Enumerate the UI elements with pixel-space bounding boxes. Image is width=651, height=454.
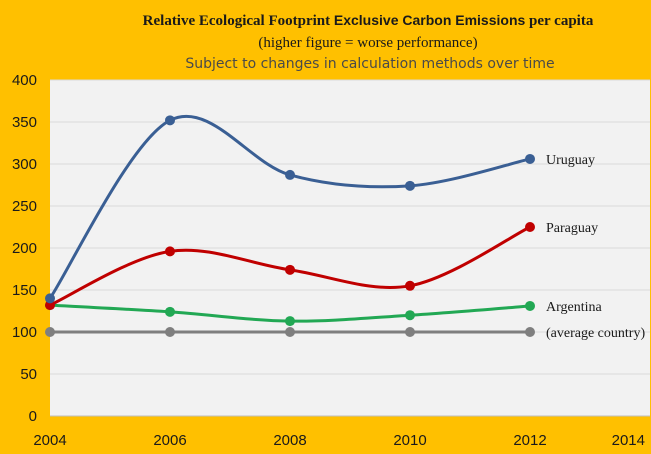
series-line-uruguay bbox=[48, 114, 532, 300]
chart-subtitle: (higher figure = worse performance) bbox=[258, 35, 477, 51]
data-point-average-country bbox=[45, 327, 55, 337]
data-point-average-country bbox=[285, 327, 295, 337]
x-tick-label: 2014 bbox=[612, 432, 645, 449]
title-part-3: per capita bbox=[525, 13, 594, 29]
x-tick-label: 2004 bbox=[33, 432, 66, 449]
y-tick-label: 300 bbox=[12, 156, 37, 173]
y-tick-label: 350 bbox=[12, 114, 37, 131]
data-point-paraguay bbox=[165, 246, 175, 257]
x-tick-label: 2012 bbox=[513, 432, 546, 449]
data-point-average-country bbox=[165, 327, 175, 337]
y-tick-label: 250 bbox=[12, 198, 37, 215]
y-tick-label: 150 bbox=[12, 282, 37, 299]
chart-note: Subject to changes in calculation method… bbox=[185, 56, 554, 72]
data-point-paraguay bbox=[285, 264, 295, 275]
y-tick-label: 200 bbox=[12, 240, 37, 257]
data-point-argentina bbox=[165, 306, 175, 317]
data-point-average-country bbox=[405, 327, 415, 337]
data-point-paraguay bbox=[405, 280, 415, 291]
x-tick-label: 2006 bbox=[153, 432, 186, 449]
data-point-uruguay bbox=[165, 115, 175, 126]
data-point-paraguay bbox=[525, 222, 535, 232]
data-point-argentina bbox=[285, 316, 295, 327]
y-tick-label: 100 bbox=[12, 324, 37, 341]
series-layer bbox=[45, 114, 535, 337]
data-point-uruguay bbox=[45, 293, 55, 304]
x-axis-ticks: 2004 2006 2008 2010 2012 2014 bbox=[33, 415, 650, 449]
y-tick-label: 400 bbox=[12, 72, 37, 89]
series-label-paraguay: Paraguay bbox=[546, 221, 598, 236]
title-part-2: Exclusive Carbon Emissions bbox=[334, 12, 526, 28]
y-tick-label: 50 bbox=[20, 366, 37, 383]
title-part-1: Relative Ecological Footprint bbox=[143, 13, 334, 29]
chart-title: Relative Ecological Footprint Exclusive … bbox=[143, 12, 594, 29]
series-label-uruguay: Uruguay bbox=[546, 153, 595, 168]
series-label-argentina: Argentina bbox=[546, 300, 603, 315]
data-point-average-country bbox=[525, 327, 535, 337]
series-label-average-country: (average country) bbox=[546, 326, 645, 341]
series-labels: (average country) Argentina Paraguay Urugua… bbox=[546, 153, 645, 341]
x-tick-label: 2008 bbox=[273, 432, 306, 449]
y-axis-ticks: 0 50 100 150 200 250 300 350 400 bbox=[12, 72, 37, 425]
data-point-uruguay bbox=[405, 180, 415, 191]
x-tick-label: 2010 bbox=[393, 432, 426, 449]
data-point-argentina bbox=[525, 300, 535, 311]
data-point-uruguay bbox=[285, 169, 295, 180]
data-point-argentina bbox=[405, 310, 415, 321]
data-point-uruguay bbox=[525, 153, 535, 164]
y-tick-label: 0 bbox=[29, 408, 37, 425]
